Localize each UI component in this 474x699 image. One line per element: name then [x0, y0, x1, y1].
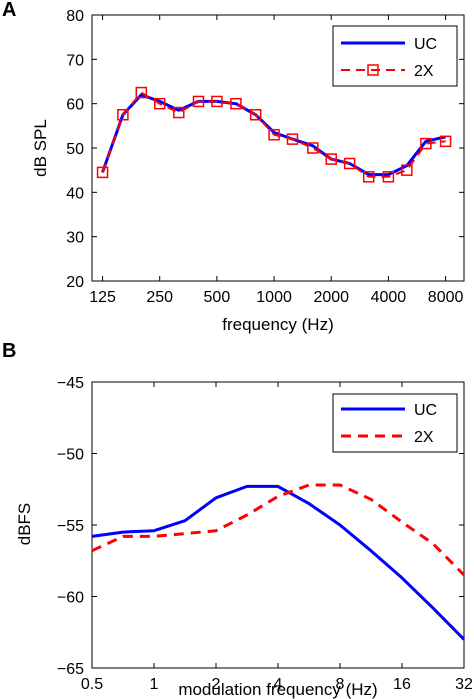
panel-a-series-2x-marker [401, 164, 413, 176]
panel-b-y-tick-label: −45 [57, 375, 84, 392]
panel-a-series [96, 86, 452, 183]
panel-b-y-tick-label: −55 [57, 518, 84, 535]
panel-a-y-tick-label: 20 [66, 274, 84, 291]
panel-a-legend-2x-label: 2X [414, 63, 434, 80]
panel-a-x-tick-label: 8000 [428, 289, 464, 306]
panel-a-series-uc-line [101, 93, 446, 177]
panel-a-series-2x-marker [230, 97, 242, 110]
panel-a-letter: A [2, 0, 16, 21]
panel-a-series-2x-marker [382, 171, 395, 183]
panel-b-legend-uc-label: UC [414, 402, 437, 419]
panel-a-series-2x-line [101, 91, 446, 178]
panel-b-x-tick-label: 16 [393, 676, 411, 693]
panel-b-y-tick-label: −50 [57, 447, 84, 464]
panel-b-y-tick-label: −60 [57, 590, 84, 607]
panel-b-chart: B −65 −60 −55 −50 −45 0.5 1 2 4 8 16 32 modulation… [2, 340, 473, 699]
panel-a-y-tick-label: 70 [66, 52, 84, 69]
panel-a-legend-box [332, 25, 458, 87]
panel-b-x-axis-label: modulation frequency (Hz) [178, 680, 377, 699]
panel-a-series-2x-marker [343, 157, 356, 170]
panel-a-series-2x-marker [117, 109, 129, 121]
panel-b-x-tick-label: 0.5 [81, 676, 103, 693]
panel-a-series-2x-marker [96, 166, 109, 179]
panel-b-y-axis: −65 −60 −55 −50 −45 [57, 375, 464, 678]
panel-a-series-2x-marker [249, 109, 262, 121]
panel-b-x-tick-label: 32 [455, 676, 473, 693]
panel-a-x-tick-label: 125 [89, 289, 116, 306]
panel-a-legend: UC 2X [332, 25, 458, 87]
panel-a-y-axis: 20 30 40 50 60 70 80 [66, 8, 464, 291]
panel-a-series-2x-marker [268, 128, 280, 141]
panel-a-series-2x-marker [173, 106, 185, 119]
panel-a-series-2x-marker [211, 95, 223, 108]
panel-a-x-tick-label: 500 [204, 289, 231, 306]
panel-a-x-tick-label: 1000 [256, 289, 292, 306]
panel-a-x-tick-label: 4000 [371, 289, 407, 306]
panel-a-x-tick-label: 2000 [313, 289, 349, 306]
panel-b-x-tick-label: 8 [336, 676, 345, 693]
panel-b-letter: B [2, 340, 16, 362]
panel-a-series-2x-marker [192, 95, 205, 108]
panel-a-legend-uc-label: UC [414, 36, 437, 53]
panel-a-y-tick-label: 80 [66, 8, 84, 25]
panel-a-y-tick-label: 30 [66, 230, 84, 247]
panel-b-y-axis-label: dBFS [15, 503, 34, 546]
panel-a-series-2x-marker [307, 142, 319, 154]
panel-a-series-2x-marker [153, 97, 166, 110]
panel-a-series-2x-marker [325, 153, 337, 165]
panel-b-x-axis: 0.5 1 2 4 8 16 32 [81, 382, 473, 693]
panel-b-series [91, 483, 466, 641]
panel-b-y-tick-label: −65 [57, 661, 84, 678]
panel-a-legend-2x-marker [367, 64, 379, 76]
panel-b-x-tick-label: 1 [150, 676, 159, 693]
panel-a-y-axis-label: dB SPL [31, 119, 50, 177]
panel-b-series-uc-line [91, 484, 466, 641]
panel-a-series-2x-marker [135, 86, 148, 99]
panel-b-legend-2x-label: 2X [414, 429, 434, 446]
panel-a-y-tick-label: 60 [66, 97, 84, 114]
panel-a-series-2x-marker [420, 137, 432, 150]
panel-a-y-tick-label: 40 [66, 185, 84, 202]
panel-a-series-2x-marker [362, 171, 375, 183]
panel-a-x-tick-label: 250 [146, 289, 173, 306]
panel-b-x-tick-label: 2 [212, 676, 221, 693]
panel-a-chart: A 20 30 40 50 60 70 80 125 250 500 1000 2000 4000 80… [2, 0, 465, 334]
panel-a-y-tick-label: 50 [66, 141, 84, 158]
panel-a-series-2x-marker [286, 133, 299, 145]
panel-b-x-tick-label: 4 [274, 676, 283, 693]
panel-b-legend-box [332, 393, 458, 453]
panel-a-series-2x-marker [439, 135, 452, 148]
panel-a-x-axis-label: frequency (Hz) [222, 315, 333, 334]
panel-a-x-axis: 125 250 500 1000 2000 4000 8000 [89, 15, 463, 306]
panel-b-legend: UC 2X [332, 393, 458, 453]
